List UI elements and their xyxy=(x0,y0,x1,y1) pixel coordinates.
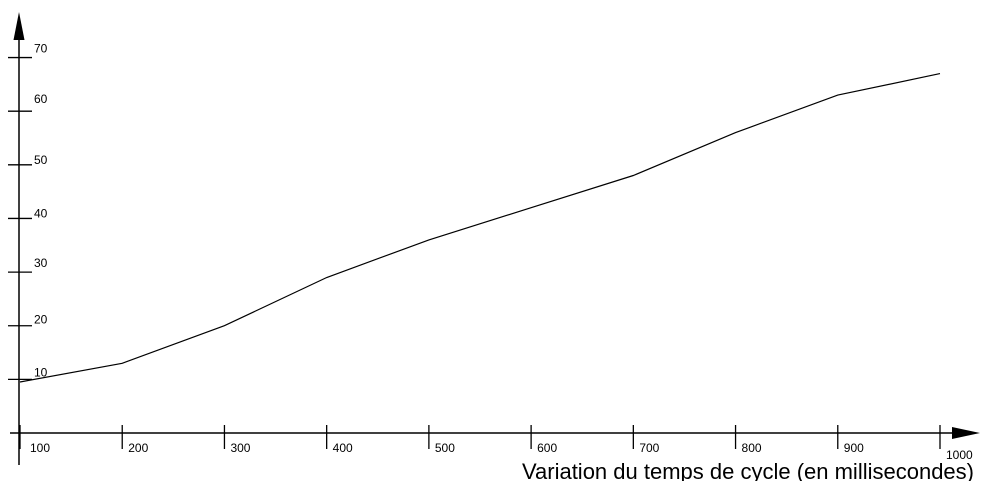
series-line-0 xyxy=(19,73,941,383)
y-ticks: 10 20 30 40 50 60 70 xyxy=(8,42,48,381)
y-axis-arrow xyxy=(13,12,25,40)
x-tick-label-600: 600 xyxy=(537,441,557,455)
y-tick-label-20: 20 xyxy=(34,313,48,327)
x-tick-label-500: 500 xyxy=(435,441,455,455)
x-axis-title: Variation du temps de cycle (en millisec… xyxy=(522,459,974,481)
x-ticks: 100 200 300 400 500 600 700 800 900 1000 xyxy=(19,425,973,462)
x-tick-label-200: 200 xyxy=(128,441,148,455)
x-tick-label-900: 900 xyxy=(844,441,864,455)
x-tick-label-300: 300 xyxy=(230,441,250,455)
y-tick-label-70: 70 xyxy=(34,42,48,56)
x-tick-label-1000: 1000 xyxy=(946,448,973,462)
y-tick-label-10: 10 xyxy=(34,365,48,379)
series-group xyxy=(19,73,941,383)
x-axis-arrow xyxy=(952,427,980,439)
y-tick-label-30: 30 xyxy=(34,256,48,270)
y-tick-label-40: 40 xyxy=(34,206,48,220)
x-tick-label-400: 400 xyxy=(333,441,353,455)
x-tick-label-100: 100 xyxy=(30,441,50,455)
x-tick-label-800: 800 xyxy=(742,441,762,455)
y-tick-label-50: 50 xyxy=(34,153,48,167)
y-tick-label-60: 60 xyxy=(34,92,48,106)
x-tick-label-700: 700 xyxy=(639,441,659,455)
